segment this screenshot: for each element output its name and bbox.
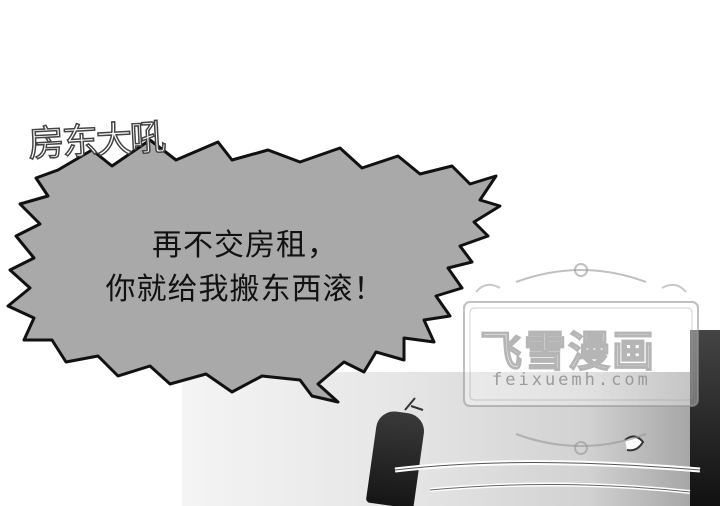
watermark-ornament-icon bbox=[463, 263, 699, 455]
watermark-title: 飞雪漫画 bbox=[479, 326, 657, 377]
speech-line-2: 你就给我搬东西滚！ bbox=[105, 272, 385, 307]
speech-bubble-text: 再不交房租， 你就给我搬东西滚！ bbox=[40, 224, 450, 312]
scene-dark-figure-edge bbox=[690, 330, 720, 506]
watermark-url: feixuemh.com bbox=[492, 370, 651, 390]
speech-line-1: 再不交房租， bbox=[152, 228, 338, 263]
sound-effect-caption: 房东大吼 bbox=[26, 117, 166, 167]
